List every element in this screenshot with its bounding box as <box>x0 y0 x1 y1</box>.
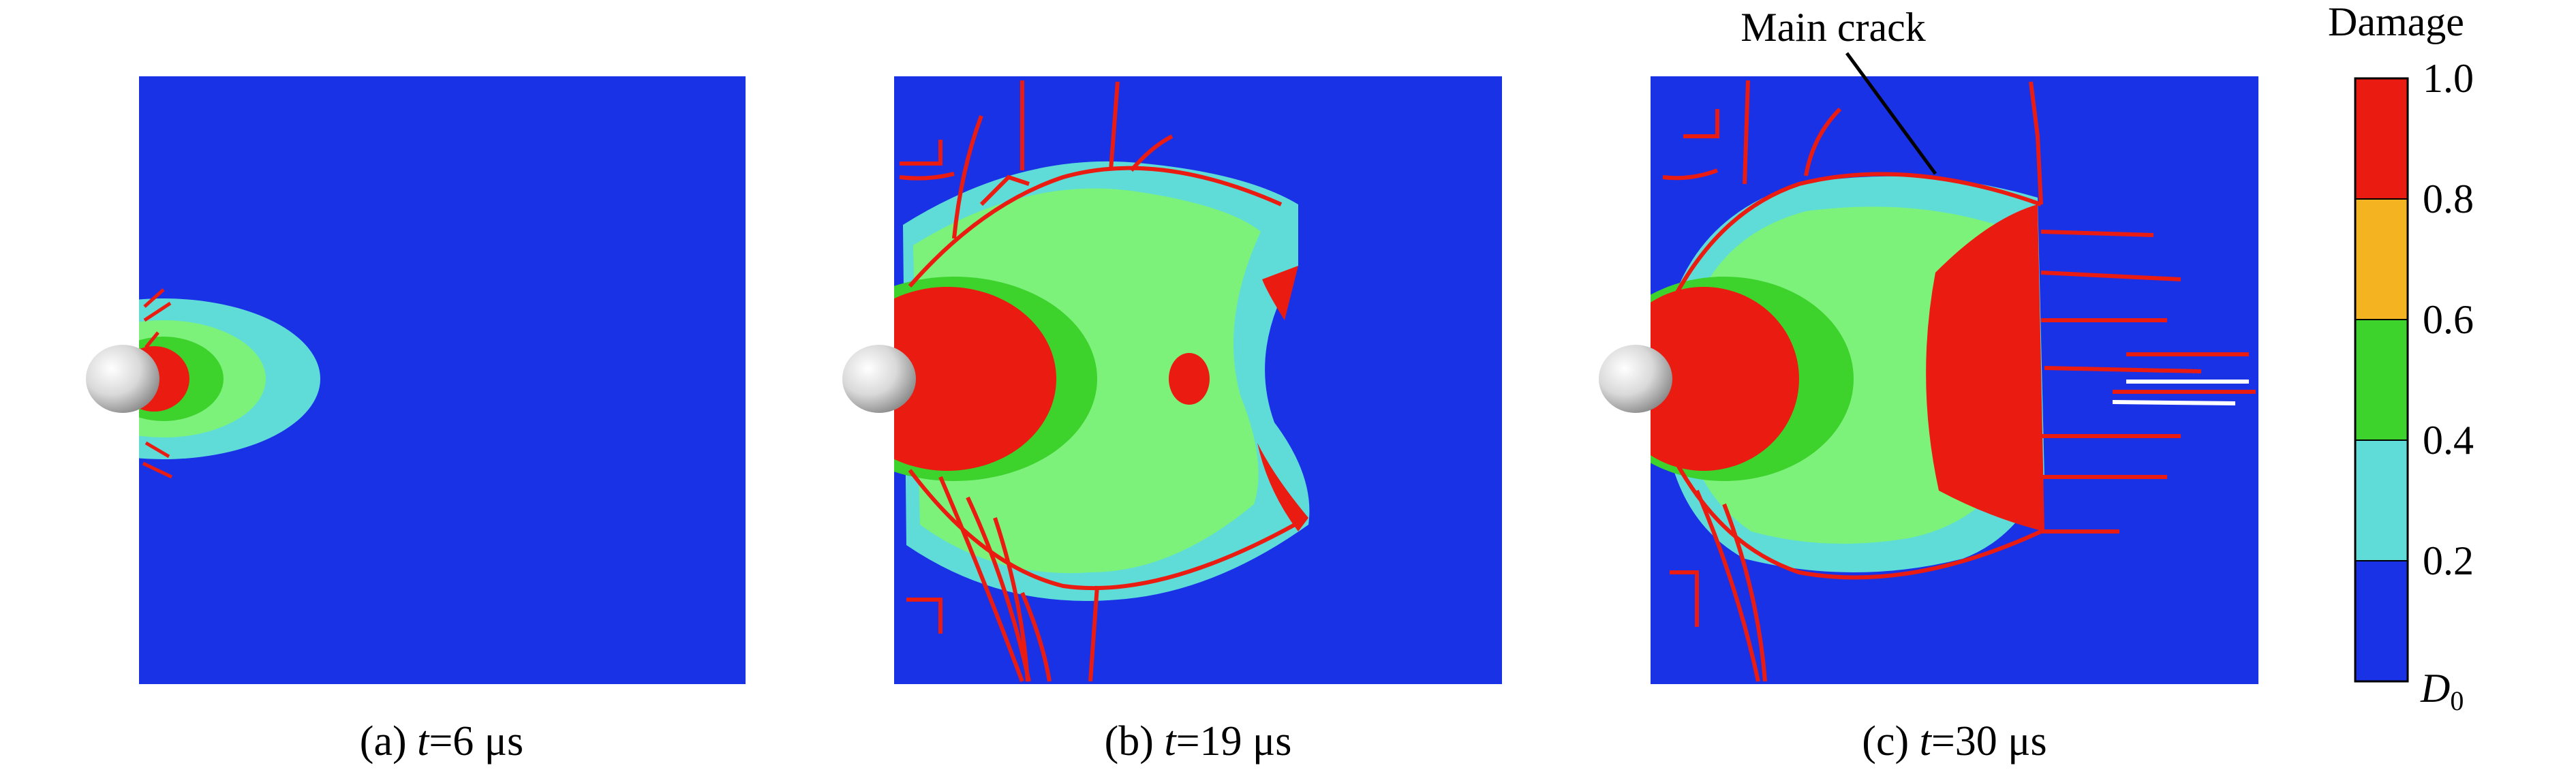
colorbar-segment-3 <box>2355 199 2408 320</box>
main-crack-leader-line <box>1845 52 1937 175</box>
panel-b-caption: (b) t=19 μs <box>1105 718 1292 765</box>
colorbar-title: Damage <box>2328 0 2464 44</box>
colorbar-segment-0 <box>2355 561 2408 681</box>
colorbar-tick-label: 0.2 <box>2423 538 2474 583</box>
colorbar-tick-label: 0.6 <box>2423 297 2474 342</box>
colorbar-min-label: D0 <box>2420 666 2464 716</box>
panel-a: (a) t=6 μs <box>86 76 746 765</box>
panel-b-cracks <box>899 80 1296 683</box>
panel-b-damage-zone <box>894 80 1310 683</box>
main-crack-label: Main crack <box>1741 5 1926 50</box>
colorbar-segments <box>2355 78 2408 681</box>
damage-colorbar: Damage 0.2 0.4 0.6 0.8 1.0 D0 <box>2328 0 2474 716</box>
projectile-sphere <box>86 345 159 413</box>
colorbar-tick-label: 0.4 <box>2423 418 2474 463</box>
colorbar-ticks: 0.2 0.4 0.6 0.8 1.0 <box>2355 56 2474 583</box>
colorbar-segment-4 <box>2355 78 2408 199</box>
panel-c-fragment-gaps <box>2112 380 2249 405</box>
panel-a-caption: (a) t=6 μs <box>360 718 523 765</box>
panel-a-cracks <box>142 288 173 479</box>
panel-c-damage-zone <box>1651 80 2256 682</box>
panel-c-cracks <box>1662 80 2256 682</box>
panel-a-damage-zone <box>139 288 320 479</box>
panel-c-caption: (c) t=30 μs <box>1862 718 2046 765</box>
projectile-sphere <box>1599 345 1672 413</box>
colorbar-tick-label: 1.0 <box>2423 56 2474 101</box>
panel-c: Main crack (c) t=30 μs <box>1599 5 2258 765</box>
panel-b: (b) t=19 μs <box>842 76 1502 765</box>
projectile-sphere <box>842 345 916 413</box>
colorbar-segment-1 <box>2355 440 2408 561</box>
colorbar-tick-label: 0.8 <box>2423 176 2474 221</box>
colorbar-segment-2 <box>2355 320 2408 440</box>
